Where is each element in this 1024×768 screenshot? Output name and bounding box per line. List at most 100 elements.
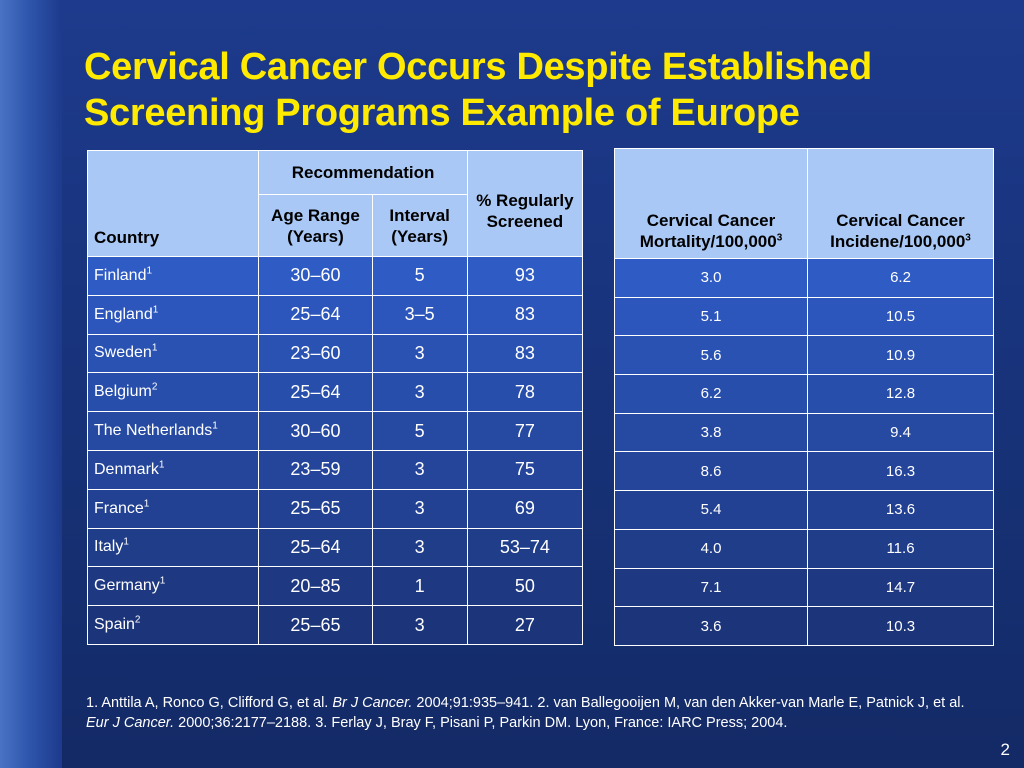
interval-cell: 5 (371, 256, 468, 296)
screened-cell: 69 (466, 488, 584, 529)
left-accent-bar (0, 0, 62, 768)
interval-cell: 3 (371, 488, 468, 529)
incidence-cell: 6.2 (807, 258, 994, 298)
table-row: 5.1 10.5 (614, 296, 994, 337)
interval-cell: 5 (371, 411, 468, 451)
mortality-cell: 5.1 (614, 296, 808, 337)
incidence-cell: 16.3 (807, 451, 994, 492)
interval-cell: 3 (371, 449, 468, 490)
screened-cell: 50 (466, 566, 584, 607)
reference-2-journal: Eur J Cancer. (86, 714, 175, 731)
header-age-range: Age Range (Years) (258, 194, 373, 257)
country-ref: 1 (152, 304, 159, 316)
incidence-cell: 13.6 (807, 490, 994, 530)
screened-cell: 78 (466, 372, 584, 413)
age-range-cell: 25–65 (258, 605, 373, 645)
screened-cell: 83 (466, 294, 584, 335)
interval-cell: 3–5 (371, 294, 468, 335)
table-row: 8.6 16.3 (614, 451, 994, 492)
mortality-cell: 5.6 (614, 335, 808, 376)
page-number: 2 (1000, 740, 1010, 759)
country-cell: Germany1 (86, 566, 260, 607)
country-name: Belgium (94, 383, 152, 401)
screening-table-body: Finland1 30–60 5 93 England1 25–64 3–5 83 Sweden… (86, 256, 584, 645)
mortality-cell: 3.8 (614, 412, 808, 453)
age-range-cell: 30–60 (258, 411, 373, 451)
country-name: Italy (94, 538, 124, 556)
incidence-cell: 10.9 (807, 335, 994, 376)
age-range-cell: 25–64 (258, 294, 373, 335)
country-name: France (94, 499, 144, 517)
country-name: The Netherlands (94, 422, 213, 440)
age-range-cell: 25–64 (258, 527, 373, 568)
table-row: Sweden1 23–60 3 83 (86, 333, 584, 374)
incidence-cell: 10.3 (807, 606, 994, 646)
age-range-cell: 25–64 (258, 372, 373, 413)
country-ref: 1 (212, 420, 218, 432)
incidence-cell: 14.7 (807, 567, 994, 608)
header-incidence-ref: 3 (965, 232, 971, 244)
country-cell: Italy1 (86, 527, 260, 568)
country-cell: Belgium2 (86, 372, 260, 413)
country-ref: 1 (158, 459, 165, 471)
references: 1. Anttila A, Ronco G, Clifford G, et al… (86, 694, 986, 733)
table-row: 3.0 6.2 (614, 258, 994, 298)
age-range-cell: 25–65 (258, 488, 373, 529)
header-interval: Interval (Years) (371, 194, 468, 257)
reference-1-text: 1. Anttila A, Ronco G, Clifford G, et al… (86, 695, 333, 711)
table-row: 3.8 9.4 (614, 412, 994, 453)
mortality-cell: 3.0 (614, 258, 808, 298)
country-cell: England1 (86, 294, 260, 335)
country-cell: The Netherlands1 (86, 411, 260, 451)
incidence-cell: 9.4 (807, 412, 994, 453)
screened-cell: 77 (466, 411, 584, 451)
slide-title-line-1: Cervical Cancer Occurs Despite Establish… (84, 46, 872, 88)
screened-cell: 93 (466, 256, 584, 296)
mortality-cell: 6.2 (614, 374, 808, 414)
age-range-cell: 23–59 (258, 449, 373, 490)
screened-cell: 83 (466, 333, 584, 374)
country-name: Denmark (94, 460, 159, 478)
screening-table: Country Recommendation % Regularly Scree… (86, 150, 584, 645)
table-row: Italy1 25–64 3 53–74 (86, 527, 584, 568)
table-row: England1 25–64 3–5 83 (86, 294, 584, 335)
country-cell: Spain2 (86, 605, 260, 645)
mortality-cell: 4.0 (614, 528, 808, 569)
incidence-cell: 12.8 (807, 374, 994, 414)
table-row: 7.1 14.7 (614, 567, 994, 608)
mortality-cell: 5.4 (614, 490, 808, 530)
country-cell: France1 (86, 488, 260, 529)
screened-cell: 27 (466, 605, 584, 645)
table-row: 4.0 11.6 (614, 528, 994, 569)
mortality-cell: 7.1 (614, 567, 808, 608)
incidence-cell: 10.5 (807, 296, 994, 337)
header-mortality-ref: 3 (776, 232, 783, 244)
country-name: Sweden (94, 344, 152, 362)
age-range-cell: 20–85 (258, 566, 373, 607)
screened-cell: 53–74 (466, 527, 584, 568)
screened-cell: 75 (466, 449, 584, 490)
table-row: The Netherlands1 30–60 5 77 (86, 411, 584, 451)
country-name: Finland (94, 266, 147, 284)
country-ref: 2 (151, 381, 158, 393)
table-row: Denmark1 23–59 3 75 (86, 449, 584, 490)
table-row: 5.4 13.6 (614, 490, 994, 530)
age-range-cell: 30–60 (258, 256, 373, 296)
table-row: Germany1 20–85 1 50 (86, 566, 584, 607)
header-incidence: Cervical Cancer Incidene/100,0003 (807, 148, 994, 259)
incidence-table: Cervical Cancer Mortality/100,0003 Cervi… (614, 148, 994, 646)
country-cell: Sweden1 (86, 333, 260, 374)
header-mortality-label: Cervical Cancer Mortality/100,000 (639, 211, 777, 251)
header-incidence-label: Cervical Cancer Incidene/100,000 (830, 211, 966, 251)
country-ref: 1 (146, 265, 153, 277)
header-recommendation: Recommendation (258, 150, 468, 195)
header-regularly-screened: % Regularly Screened (466, 150, 584, 257)
country-ref: 1 (143, 498, 150, 510)
country-cell: Denmark1 (86, 449, 260, 490)
table-row: 3.6 10.3 (614, 606, 994, 646)
country-ref: 1 (159, 575, 166, 587)
age-range-cell: 23–60 (258, 333, 373, 374)
country-ref: 1 (123, 537, 129, 549)
mortality-cell: 8.6 (614, 451, 808, 492)
interval-cell: 3 (371, 527, 468, 568)
